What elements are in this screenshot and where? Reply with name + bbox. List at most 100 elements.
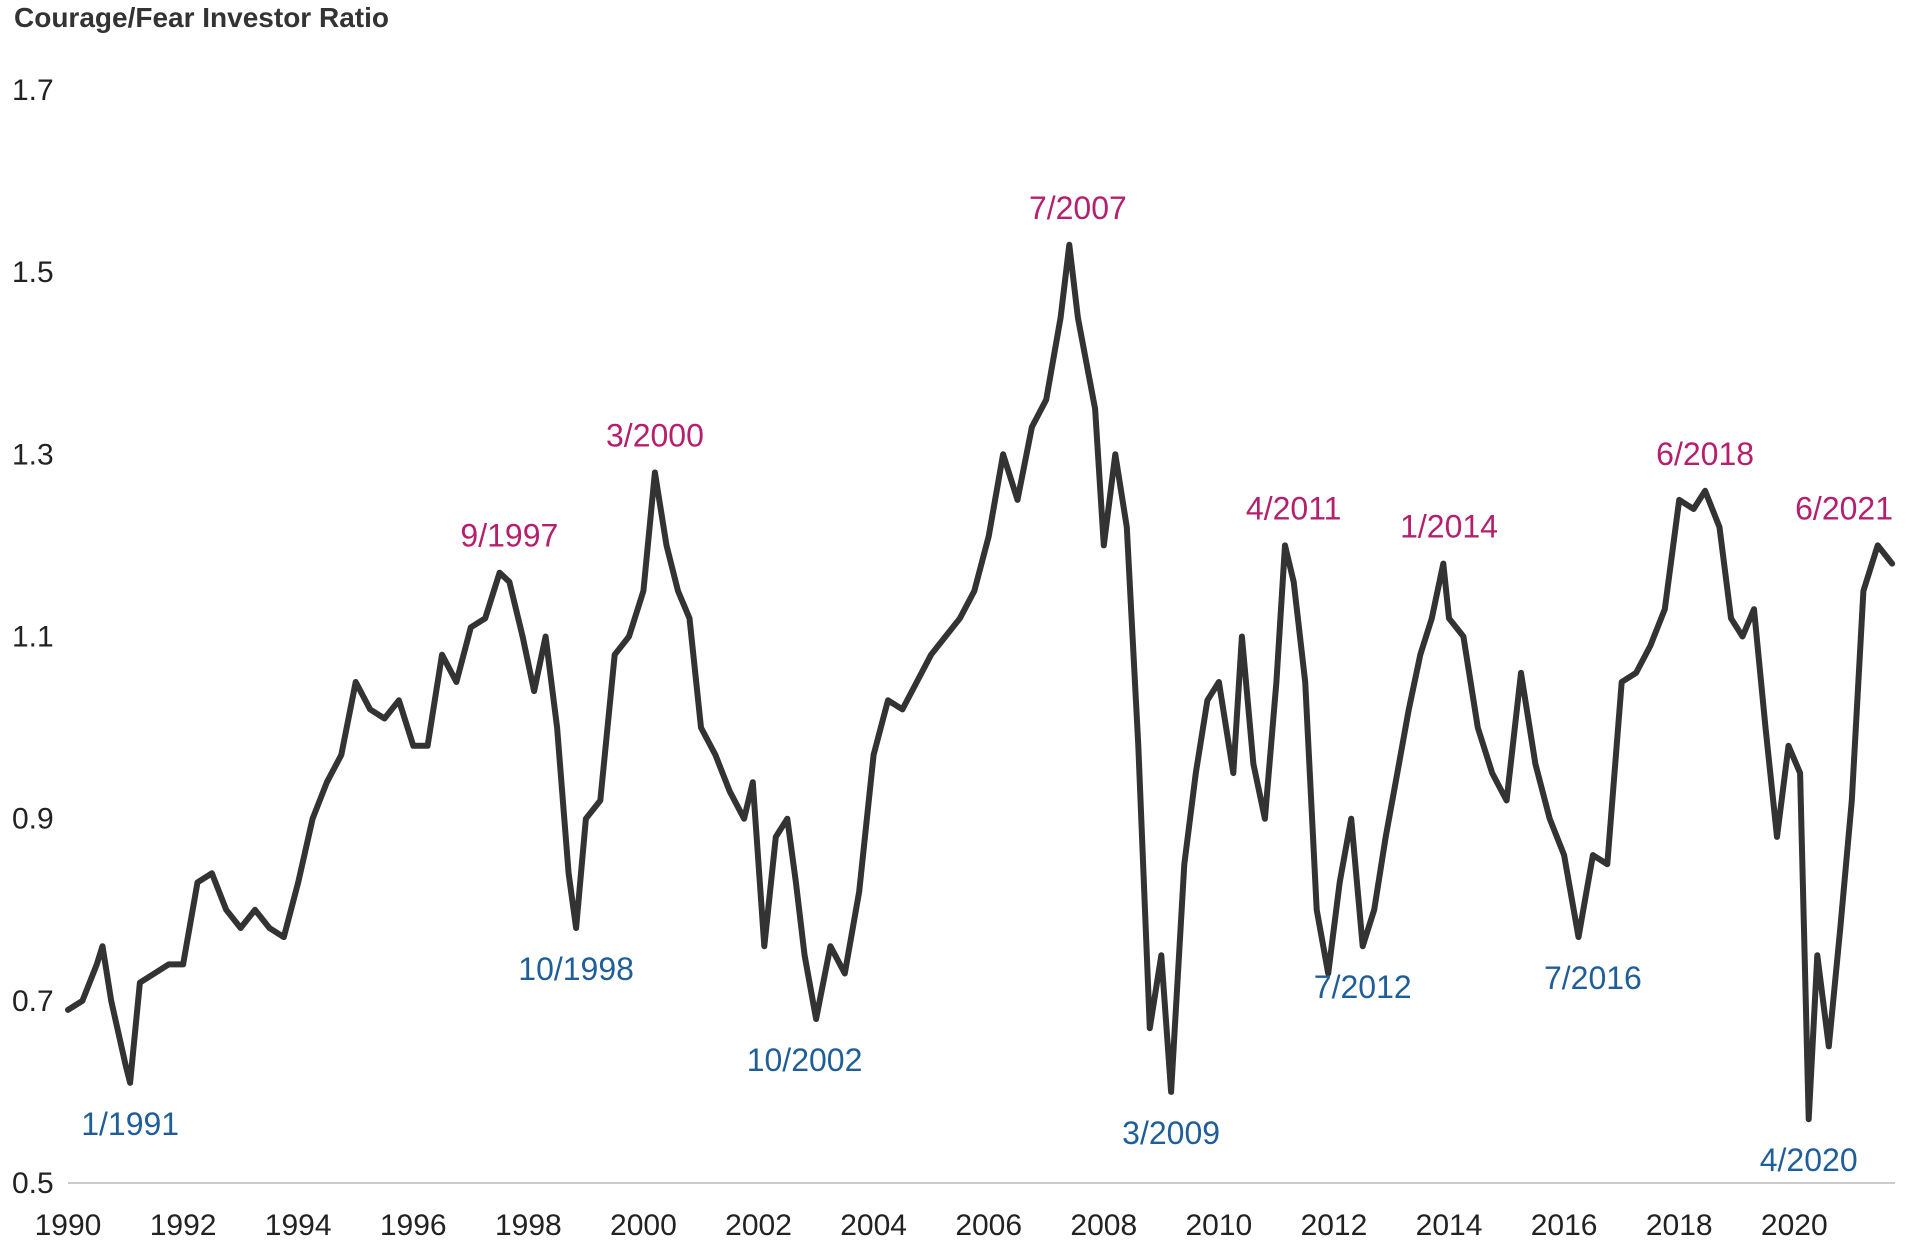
data-point [773, 834, 779, 840]
data-point [1360, 943, 1366, 949]
peak-label-4-2011: 4/2011 [1246, 490, 1342, 526]
data-point [238, 925, 244, 931]
data-point [1273, 679, 1279, 685]
data-point [223, 907, 229, 913]
data-point [1058, 315, 1064, 321]
data-point [1504, 797, 1510, 803]
data-point [1590, 852, 1596, 858]
data-point [597, 797, 603, 803]
data-point [1814, 952, 1820, 958]
data-point [1702, 488, 1708, 494]
data-point [180, 961, 186, 967]
y-tick-label: 1.7 [12, 74, 54, 107]
data-point [1849, 797, 1855, 803]
data-point [1043, 397, 1049, 403]
data-point [612, 652, 618, 658]
data-point [686, 615, 692, 621]
data-point [506, 579, 512, 585]
data-point [1193, 770, 1199, 776]
data-point [1774, 834, 1780, 840]
data-point [761, 943, 767, 949]
data-point [453, 679, 459, 685]
data-point [793, 879, 799, 885]
data-point [353, 679, 359, 685]
data-point [1158, 952, 1164, 958]
data-point [1029, 424, 1035, 430]
data-point [1230, 770, 1236, 776]
data-point [1475, 725, 1481, 731]
data-point [1889, 561, 1895, 567]
data-point [1728, 615, 1734, 621]
data-point [324, 779, 330, 785]
data-point [1066, 242, 1072, 248]
data-point [663, 542, 669, 548]
data-point [123, 1062, 129, 1068]
x-tick-label: 1994 [265, 1209, 332, 1242]
x-tick-label: 2012 [1301, 1209, 1368, 1242]
data-point [727, 788, 733, 794]
data-point [1604, 861, 1610, 867]
data-point [784, 816, 790, 822]
y-tick-label: 0.5 [12, 1167, 54, 1200]
x-tick-label: 2004 [840, 1209, 907, 1242]
data-point [252, 907, 258, 913]
data-point [127, 1080, 133, 1086]
data-point [1302, 679, 1308, 685]
data-point [520, 634, 526, 639]
data-point [1181, 861, 1187, 867]
x-tick-label: 2000 [610, 1209, 677, 1242]
data-point [871, 752, 877, 758]
data-point [1075, 315, 1081, 321]
data-point [675, 588, 681, 594]
data-point [166, 961, 172, 967]
trough-label-7-2016: 7/2016 [1544, 960, 1642, 996]
data-point [108, 998, 114, 1004]
data-point [856, 889, 862, 895]
data-point [367, 706, 373, 712]
data-point [1124, 524, 1130, 530]
x-tick-label: 2010 [1185, 1209, 1252, 1242]
data-point [1325, 971, 1331, 977]
data-point [310, 816, 316, 822]
data-point [986, 533, 992, 539]
data-point [640, 588, 646, 594]
data-point [1797, 770, 1803, 776]
data-point [712, 752, 718, 758]
data-point [1440, 561, 1446, 567]
data-point [100, 943, 106, 949]
data-point [381, 715, 387, 721]
trough-label-1-1991: 1/1991 [81, 1106, 179, 1142]
data-point [482, 615, 488, 621]
data-point [1250, 761, 1256, 767]
data-point [813, 1016, 819, 1022]
peak-label-3-2000: 3/2000 [606, 418, 704, 454]
data-point [1826, 1043, 1832, 1049]
data-point [79, 998, 85, 1004]
annotations: 1/1991 9/1997 10/1998 3/2000 10/2002 7/2007 3/… [81, 190, 1893, 1178]
data-point [1084, 360, 1090, 366]
data-point [1101, 542, 1107, 548]
data-point [439, 652, 445, 658]
data-point [1394, 770, 1400, 776]
x-axis-ticks: 1990 1992 1994 1996 1998 2000 2002 2004 2006 2008… [35, 1209, 1828, 1242]
data-point [1518, 670, 1524, 676]
data-point [1786, 743, 1792, 749]
x-tick-label: 1998 [495, 1209, 562, 1242]
x-tick-label: 2018 [1646, 1209, 1713, 1242]
y-axis-ticks: 0.5 0.7 0.9 1.1 1.3 1.5 1.7 [12, 74, 54, 1200]
data-point [1837, 925, 1843, 931]
data-point [842, 971, 848, 977]
data-point [827, 943, 833, 949]
data-point [1406, 706, 1412, 712]
data-point [1446, 615, 1452, 621]
data-point [468, 624, 474, 630]
trough-label-3-2009: 3/2009 [1122, 1115, 1220, 1151]
trough-label-7-2012: 7/2012 [1314, 969, 1412, 1005]
data-point [1860, 588, 1866, 594]
data-point [1751, 606, 1757, 612]
peak-label-9-1997: 9/1997 [460, 518, 558, 554]
data-point [1532, 761, 1538, 767]
data-point [1282, 542, 1288, 548]
data-point [1691, 506, 1697, 512]
